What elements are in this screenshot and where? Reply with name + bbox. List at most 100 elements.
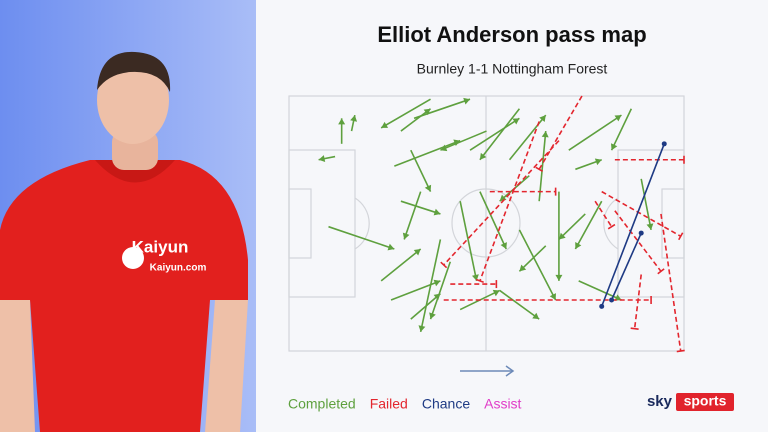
pass-line [400,108,432,132]
end-bar [440,261,448,269]
pass [328,225,395,251]
pass-line [508,114,547,161]
pass-line [479,108,521,161]
end-bar [676,349,685,353]
pass-line [568,114,622,151]
pass [568,114,622,151]
arrow-head [433,208,441,216]
pass-line [380,98,431,129]
chart-title: Elliot Anderson pass map [377,22,646,47]
pass [610,108,633,151]
pass [400,108,432,132]
pass-line [574,200,603,250]
pass [479,108,521,161]
arrow-head [539,115,546,122]
player-figure [0,51,248,432]
end-bar [678,232,684,241]
arrow-head [423,108,431,116]
arrow-head [381,121,389,128]
pass-line [403,191,422,240]
arrow-head [402,232,410,240]
pass [594,200,616,230]
pass-line [538,130,547,202]
pass-line [610,108,633,151]
arrow-head [492,289,500,297]
pass [394,139,461,167]
arrow-head [614,294,622,301]
pass [479,191,507,250]
end-bar [607,223,616,230]
shirt-sponsor: Kaiyun [132,237,189,256]
pass [443,296,652,304]
pass [380,98,431,129]
pass-line [429,261,452,320]
pass-line [499,289,540,320]
pass [390,279,441,301]
pass [402,191,422,240]
arrow-head [614,115,622,122]
direction-arrow [460,365,515,377]
arrow-head [413,249,421,256]
arrow-head [429,312,436,320]
pass-line [578,280,622,301]
pass [660,213,685,353]
pass [599,141,667,309]
arrow-head [424,184,432,192]
pass-line [479,191,507,250]
pass [418,239,442,333]
pass [558,213,586,241]
pass [440,130,487,152]
pass-line [518,245,547,272]
arrow-head [479,152,487,160]
pass [450,280,498,289]
end-bar [535,166,544,173]
arrow-head [549,293,556,300]
pass-line [400,200,441,215]
arrow-head [463,97,471,105]
pass [475,121,540,284]
pass-line [538,95,583,170]
pass [508,114,547,161]
pass-line [440,130,487,151]
pass-line [594,200,613,228]
pass [410,293,441,320]
pass [640,178,654,231]
pass-line [419,239,442,333]
pass-line [410,293,441,320]
end-bar [475,278,484,284]
legend-entry: Chance [422,396,470,412]
end-bar [657,268,665,275]
pass-line [380,248,422,282]
passes [318,95,685,353]
arrow-head [418,325,426,332]
arrow-head [433,279,441,287]
pass [535,95,583,173]
arrow-head [558,232,566,240]
legend-entry: Completed [288,396,356,412]
arrow-head [541,131,549,138]
pass-line [660,213,682,352]
legend-entry: Failed [370,396,408,412]
arrow-head [519,264,527,272]
end-dot [638,230,644,236]
pass-line [328,225,395,250]
brand-box [676,393,734,411]
pass-line [459,201,478,282]
pass-line [640,178,652,231]
pass [380,248,422,282]
pass-line [390,280,441,301]
arrow-head [338,118,346,125]
pass-line [558,213,586,241]
pass-line [394,139,461,167]
arrow-head [350,115,358,122]
pass [555,191,563,281]
arrow-head [500,242,507,249]
arrow-head [387,243,395,251]
pass [609,230,644,303]
pass [630,274,643,330]
pass [440,140,560,269]
pass [459,201,479,282]
pass-line [469,117,520,151]
arrow-head [318,155,326,163]
